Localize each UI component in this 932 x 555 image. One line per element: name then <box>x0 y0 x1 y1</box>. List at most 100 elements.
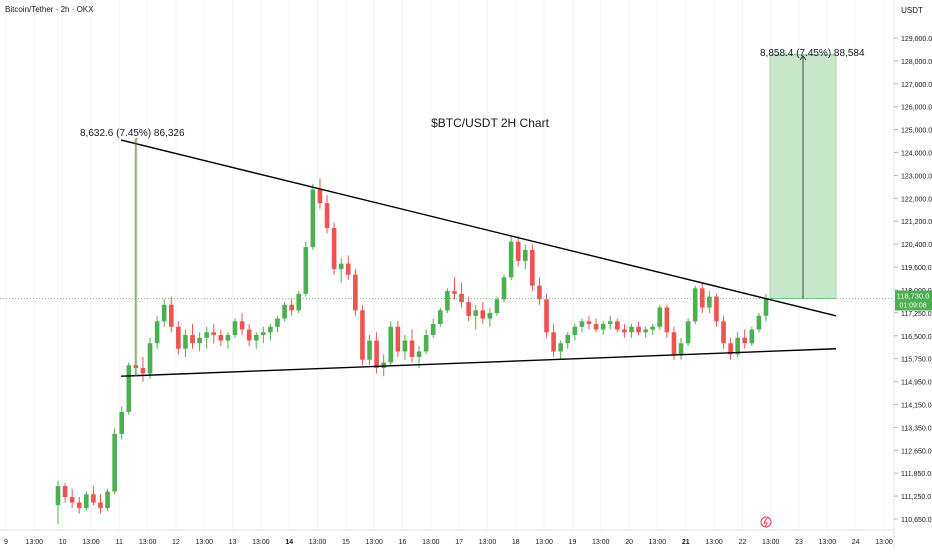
time-tick-label: 13:00 <box>26 539 44 546</box>
time-tick-label: 13:00 <box>479 539 497 546</box>
candle-body <box>140 367 146 374</box>
candle-body <box>190 335 195 344</box>
candle-body <box>296 293 302 311</box>
candle-body <box>600 324 606 330</box>
candle-body <box>430 324 436 336</box>
candle-body <box>62 486 68 498</box>
symbol-header: Bitcoin/Tether · 2h · OKX <box>5 5 94 14</box>
candle-body <box>381 362 386 368</box>
candle-body <box>168 304 174 327</box>
candle-body <box>261 332 266 336</box>
time-tick-label: 13:00 <box>649 539 667 546</box>
candle-body <box>671 332 677 355</box>
price-tick-label: 115,750.0 <box>901 357 932 364</box>
candle-body <box>55 486 61 506</box>
price-tick-label: 123,000.0 <box>901 173 932 180</box>
candle-body <box>728 343 733 355</box>
time-tick-label: 13:00 <box>875 539 893 546</box>
candle-body <box>707 296 712 308</box>
time-axis[interactable]: 9 13:00 10 13:00 11 13:00 12 13:00 13 13:00 14 13:0… <box>4 539 893 546</box>
time-tick-label: 11 <box>116 539 123 546</box>
price-tick-label: 111,850.0 <box>901 471 931 478</box>
candle-body <box>459 293 464 303</box>
candle-body <box>239 321 245 330</box>
candle-body <box>69 497 75 503</box>
candle-body <box>629 326 634 333</box>
current-price-value: 118,730.0 <box>897 292 930 301</box>
price-tick-label: 116,500.0 <box>901 334 932 341</box>
candle-body <box>204 332 209 338</box>
candle-body <box>310 189 316 248</box>
candle-body <box>345 263 351 275</box>
candle-body <box>388 326 394 363</box>
time-tick-label: 13:00 <box>195 539 213 546</box>
candle-body <box>615 321 620 330</box>
candle-body <box>331 227 337 270</box>
candle-body <box>211 332 217 336</box>
current-price-badge: 118,730.0 01:09:08 <box>895 290 932 311</box>
candle-body <box>105 491 110 509</box>
left-move-label: 8,632.6 (7.45%) 86,326 <box>80 128 185 139</box>
candle-body <box>657 307 663 327</box>
time-tick-label: 21 <box>682 539 690 546</box>
price-tick-label: 126,000.0 <box>901 105 932 112</box>
candle-body <box>508 241 514 278</box>
candle-body <box>367 340 372 360</box>
candle-body <box>735 337 740 355</box>
candle-body <box>246 329 252 341</box>
candle-body <box>473 310 479 316</box>
time-tick-label: 19 <box>569 539 577 546</box>
time-tick-label: 13 <box>229 539 237 546</box>
time-tick-label: 20 <box>625 539 633 546</box>
candle-body <box>622 329 627 333</box>
candle-body <box>445 291 450 311</box>
candle-body <box>537 285 542 300</box>
candle-body <box>395 326 401 352</box>
candle-body <box>664 307 670 333</box>
candle-body <box>112 433 117 492</box>
candle-body <box>452 291 457 294</box>
chart-title: $BTC/USDT 2H Chart <box>431 116 549 130</box>
candle-body <box>466 302 471 316</box>
lightning-icon[interactable] <box>760 516 772 528</box>
candle-body <box>572 326 578 336</box>
time-tick-label: 13:00 <box>705 539 723 546</box>
time-tick-label: 16 <box>399 539 407 546</box>
candle-body <box>161 304 167 322</box>
candle-body <box>147 343 153 374</box>
time-tick-label: 18 <box>512 539 520 546</box>
time-tick-label: 14 <box>285 539 293 546</box>
candle-body <box>353 274 358 311</box>
candle-body <box>176 326 181 349</box>
time-tick-label: 12 <box>172 539 180 546</box>
candle-body <box>742 337 748 344</box>
price-tick-label: 128,000.0 <box>901 59 932 66</box>
candle-body <box>714 296 719 322</box>
candle-body <box>438 310 443 325</box>
candle-body <box>317 189 323 204</box>
time-tick-label: 23 <box>795 539 803 546</box>
bar-countdown: 01:09:08 <box>899 303 926 310</box>
lower-trendline <box>120 348 837 377</box>
price-tick-label: 114,950.0 <box>901 380 932 387</box>
price-tick-label: 113,350.0 <box>901 425 932 432</box>
measured-move-bar <box>134 138 138 377</box>
time-tick-label: 10 <box>59 539 67 546</box>
candle-body <box>522 249 528 261</box>
price-tick-label: 114,150.0 <box>901 402 932 409</box>
time-tick-label: 13:00 <box>252 539 270 546</box>
candle-body <box>275 318 280 327</box>
price-tick-label: 125,000.0 <box>901 128 932 135</box>
time-tick-label: 24 <box>852 539 860 546</box>
candle-body <box>197 337 202 344</box>
price-tick-label: 112,650.0 <box>901 448 932 455</box>
candle-body <box>558 343 563 352</box>
candle-body <box>133 365 139 368</box>
candle-body <box>98 502 103 509</box>
candle-body <box>91 494 96 503</box>
candle-body <box>409 340 415 357</box>
grid <box>5 0 885 530</box>
currency-label: USDT <box>901 6 923 15</box>
